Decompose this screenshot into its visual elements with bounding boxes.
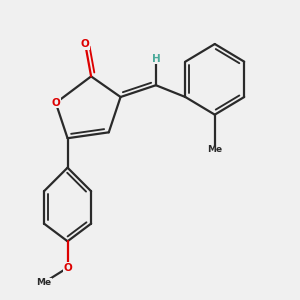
Text: O: O (51, 98, 60, 108)
Text: O: O (63, 263, 72, 273)
Text: H: H (152, 54, 160, 64)
Text: O: O (81, 39, 90, 49)
Text: Me: Me (36, 278, 52, 287)
Text: Me: Me (207, 146, 222, 154)
